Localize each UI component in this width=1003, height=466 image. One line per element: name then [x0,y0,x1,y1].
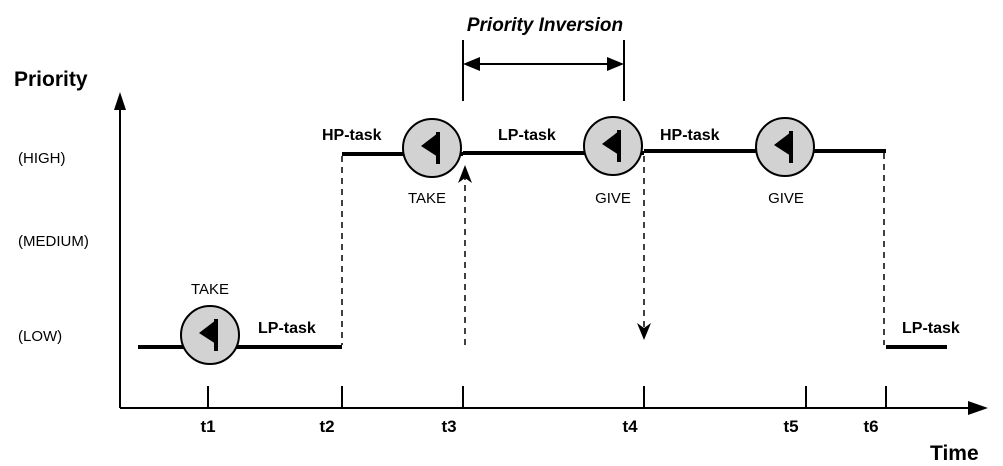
y-axis-title: Priority [14,68,88,91]
high-hp-task-label-2: HP-task [660,127,720,144]
flag-icon [179,304,241,366]
transition-t3-arrowhead [458,165,472,183]
tick-t1-label: t1 [200,417,215,436]
give-event-label-2: GIVE [768,190,804,207]
tick-t3-label: t3 [441,417,456,436]
transition-t4-arrowhead [637,323,651,340]
tick-t6-label: t6 [863,417,878,436]
level-high-label: (HIGH) [18,150,66,167]
x-axis-arrow [968,401,988,415]
take-event-label-1: TAKE [191,281,229,298]
priority-inversion-right-arrowhead [607,57,624,71]
high-hp-task-label-1: HP-task [322,127,382,144]
flag-icon [582,115,644,177]
tick-t5-label: t5 [783,417,798,436]
level-medium-label: (MEDIUM) [18,233,89,250]
priority-inversion-left-arrowhead [463,57,480,71]
level-low-label: (LOW) [18,328,62,345]
take-event-label-2: TAKE [408,190,446,207]
x-axis-title: Time [930,442,979,465]
low-lp-task-label-1: LP-task [258,320,316,337]
y-axis-arrow [114,92,126,110]
low-lp-task-label-2: LP-task [902,320,960,337]
high-lp-task-label: LP-task [498,127,556,144]
give-event-label-1: GIVE [595,190,631,207]
priority-inversion-label: Priority Inversion [467,15,623,36]
flag-icon [401,117,463,179]
flag-icon [754,116,816,178]
tick-t4-label: t4 [622,417,638,436]
tick-t2-label: t2 [319,417,334,436]
